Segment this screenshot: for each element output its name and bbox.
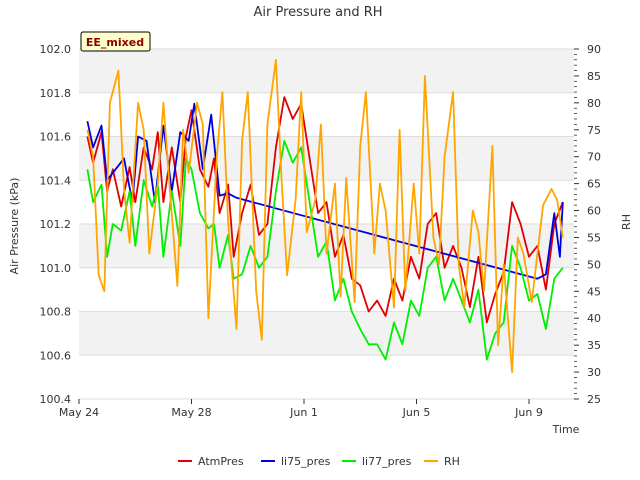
y2-tick-label: 45 [587, 285, 601, 298]
x-axis-label: Time [552, 423, 580, 436]
y-tick-label: 101.8 [40, 87, 72, 100]
y2-tick-label: 65 [587, 178, 601, 191]
y-tick-label: 101.2 [40, 218, 72, 231]
y-tick-label: 100.4 [40, 393, 72, 406]
x-tick-label: Jun 5 [402, 406, 431, 419]
y2-tick-label: 80 [587, 97, 601, 110]
y-axis-label: Air Pressure (kPa) [8, 178, 21, 275]
y2-tick-label: 85 [587, 70, 601, 83]
grid-band [79, 267, 574, 312]
y2-tick-label: 40 [587, 312, 601, 325]
grid-band [79, 49, 574, 93]
series-line-li75-pres [86, 102, 564, 280]
grid-band [79, 311, 574, 356]
series-line-atmpres [86, 96, 564, 324]
y2-tick-label: 70 [587, 151, 601, 164]
y2-tick-label: 90 [587, 43, 601, 56]
series-lines [86, 58, 564, 374]
x-tick-label: Jun 9 [514, 406, 543, 419]
y2-tick-label: 75 [587, 124, 601, 137]
legend-label-atmpres: AtmPres [198, 455, 244, 468]
y2-tick-label: 55 [587, 231, 601, 244]
grid-band [79, 92, 574, 137]
legend-label-rh: RH [444, 455, 460, 468]
y2-tick-label: 50 [587, 258, 601, 271]
legend-label-li77-pres: li77_pres [362, 455, 412, 468]
y2-tick-label: 30 [587, 366, 601, 379]
y-tick-label: 101.4 [40, 174, 72, 187]
y-tick-label: 101.0 [40, 262, 72, 275]
y2-tick-label: 60 [587, 205, 601, 218]
axes: 100.4 100.6 100.8 101.0 101.2 101.4 101.6 101.8… [40, 43, 602, 419]
chart-title: Air Pressure and RH [253, 5, 382, 20]
series-line-rh [86, 58, 564, 374]
tag-badge: EE_mixed [80, 31, 151, 52]
legend: AtmPres li75_pres li77_pres RH [178, 455, 460, 468]
x-tick-label: Jun 1 [289, 406, 318, 419]
legend-label-li75-pres: li75_pres [281, 455, 331, 468]
y-tick-label: 100.6 [40, 349, 72, 362]
grid-band [79, 355, 574, 399]
x-tick-label: May 28 [171, 406, 211, 419]
y2-axis-label: RH [620, 214, 633, 230]
x-tick-label: May 24 [59, 406, 99, 419]
y-tick-label: 102.0 [40, 43, 72, 56]
tag-label: EE_mixed [86, 36, 144, 49]
y-tick-label: 101.6 [40, 131, 72, 144]
y-tick-label: 100.8 [40, 306, 72, 319]
y2-tick-label: 35 [587, 339, 601, 352]
y2-tick-label: 25 [587, 393, 601, 406]
